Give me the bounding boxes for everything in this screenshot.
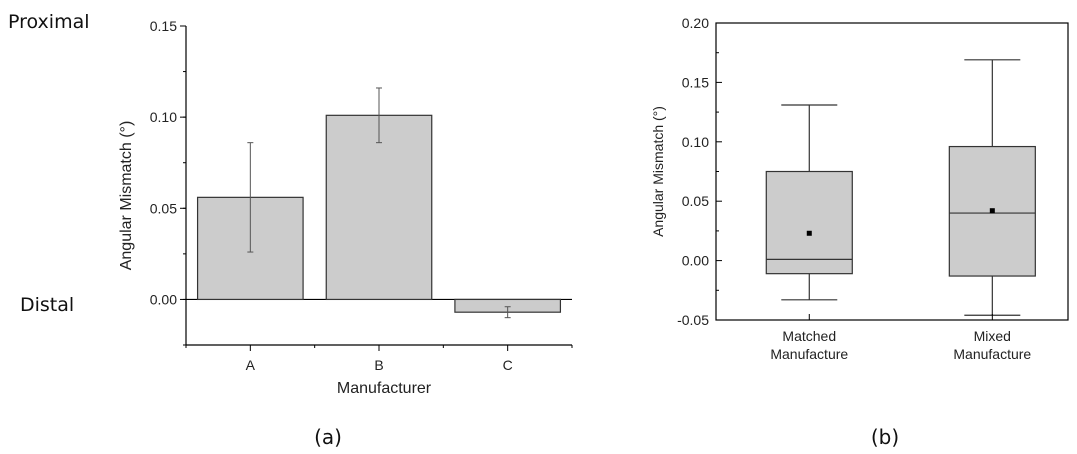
x-tick-label-A: A xyxy=(246,357,256,373)
bar-chart-a: 0.00 0.05 0.10 0.15 A B C Manufacturer Angular M… xyxy=(118,18,573,397)
y-tick-label-b: -0.05 xyxy=(677,312,709,328)
box-plot-b: -0.05 0.00 0.05 0.10 0.15 0.20 Matched Manufact… xyxy=(650,15,1069,362)
y-tick-label-b: 0.15 xyxy=(682,74,709,90)
x-tick-label-mixed: Mixed xyxy=(974,328,1011,344)
x-axis-label-a: Manufacturer xyxy=(337,380,432,397)
y-tick-label-b: 0.00 xyxy=(682,253,709,269)
distal-label: Distal xyxy=(20,294,74,316)
x-tick-label-B: B xyxy=(374,357,383,373)
x-tick-label-mixed: Manufacture xyxy=(953,346,1031,362)
y-tick-label-a: 0.00 xyxy=(150,291,177,307)
y-axis-label-a: Angular Mismatch (°) xyxy=(118,121,135,271)
x-tick-label-matched: Manufacture xyxy=(770,346,848,362)
y-axis-label-b: Angular Mismatch (°) xyxy=(650,106,666,237)
mean-marker-mixed xyxy=(989,208,995,214)
proximal-label: Proximal xyxy=(8,11,90,33)
y-tick-label-a: 0.05 xyxy=(150,200,177,216)
x-tick-label-C: C xyxy=(503,357,513,373)
bar-B xyxy=(325,114,433,301)
y-tick-label-b: 0.20 xyxy=(682,15,709,31)
y-tick-label-a: 0.15 xyxy=(150,18,177,34)
panel-label-b: (b) xyxy=(871,425,899,449)
y-tick-label-b: 0.10 xyxy=(682,134,709,150)
y-tick-label-b: 0.05 xyxy=(682,193,709,209)
panel-label-a: (a) xyxy=(314,425,342,449)
y-tick-label-a: 0.10 xyxy=(150,109,177,125)
mean-marker-matched xyxy=(806,230,812,236)
box-matched xyxy=(765,170,853,275)
x-tick-label-matched: Matched xyxy=(782,328,836,344)
